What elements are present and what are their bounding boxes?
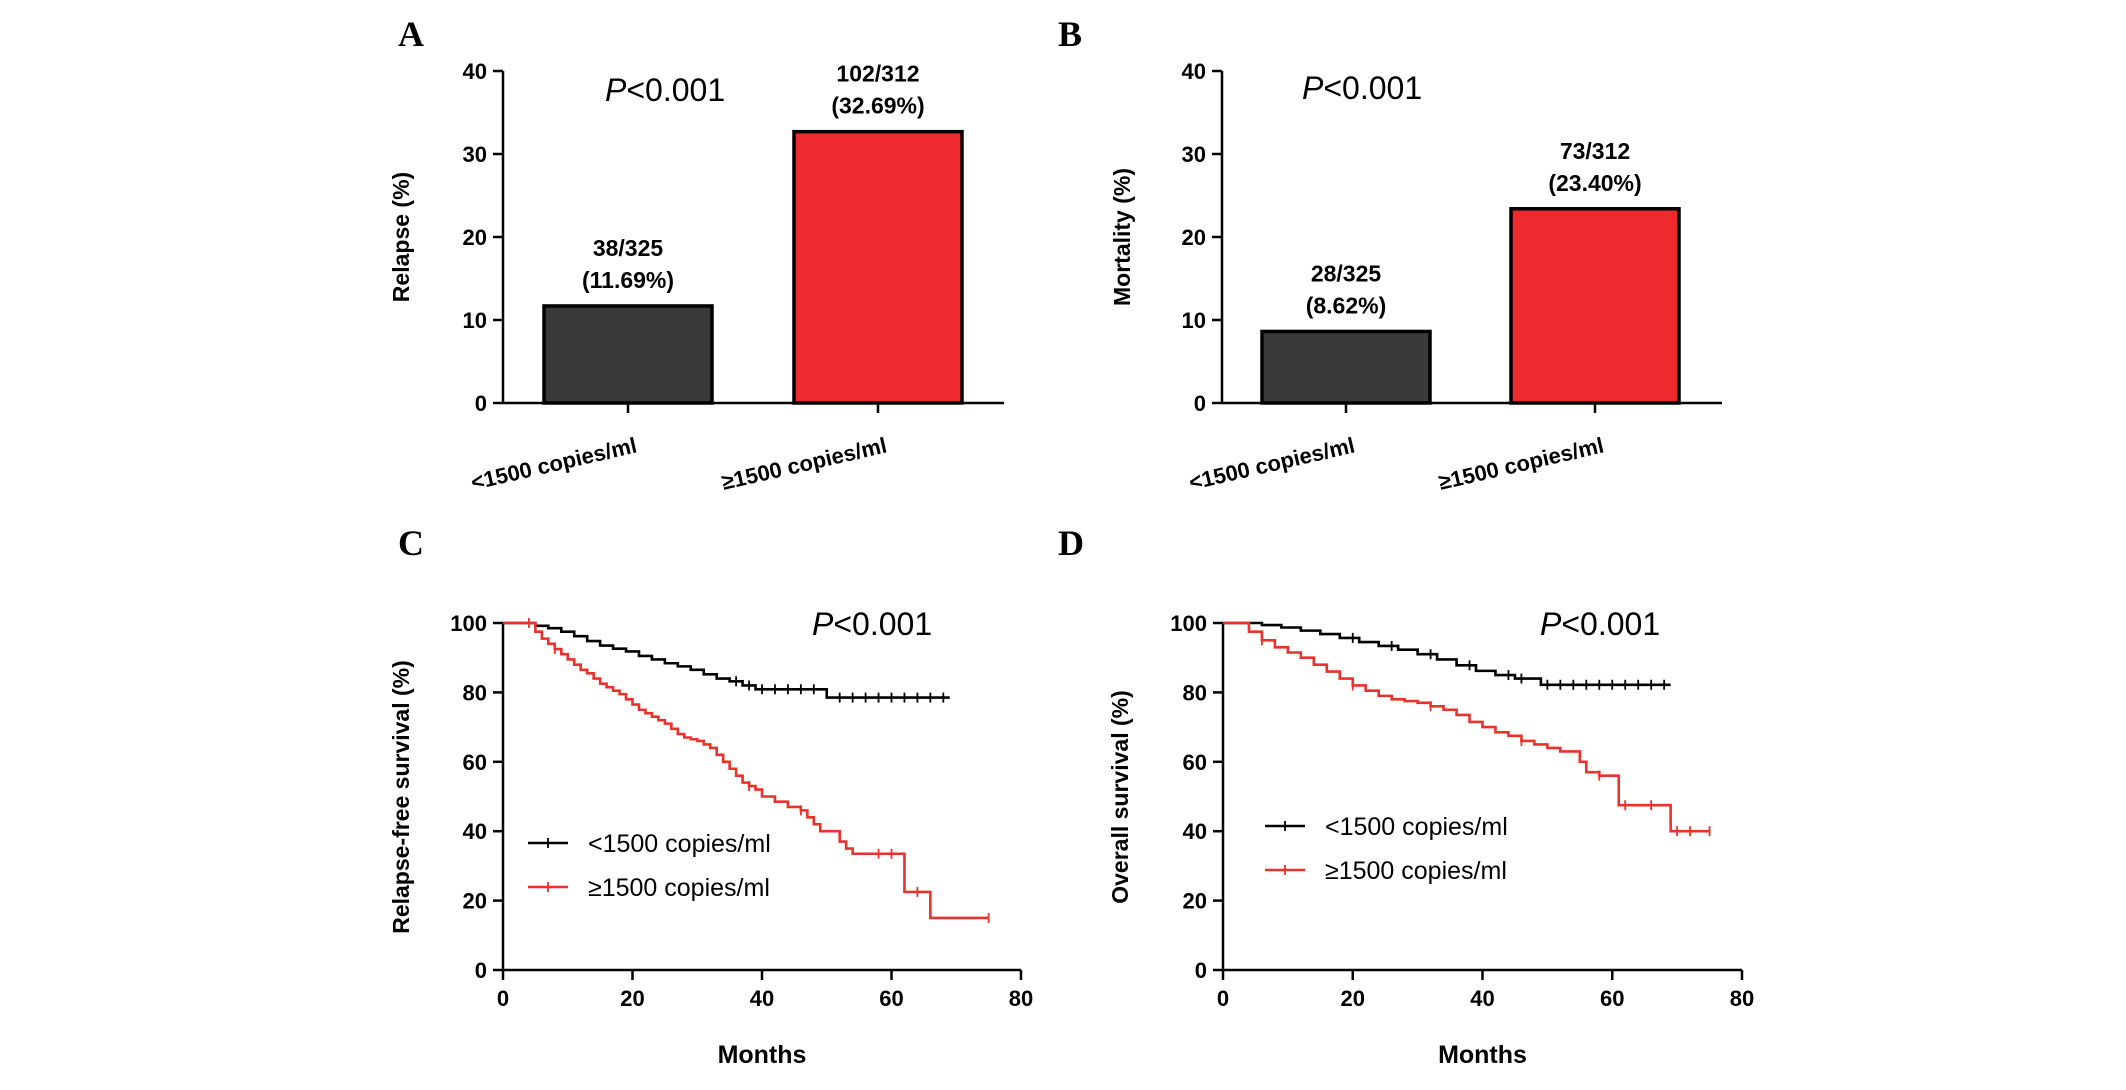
legend-label: ≥1500 copies/ml: [588, 874, 770, 902]
y-axis-label: Relapse-free survival (%): [388, 660, 414, 934]
data-label-count: 38/325: [593, 235, 664, 261]
p-value-annotation: P<0.001: [1302, 70, 1422, 106]
y-tick-label: 30: [463, 142, 487, 167]
y-tick-label: 60: [1183, 750, 1207, 775]
panel-a: A 0 10 20 30 40 Relapse (%) 38/325 (11.69%) <1500…: [388, 14, 1004, 495]
x-axis-label: Months: [1438, 1041, 1527, 1069]
y-tick-label: 40: [463, 819, 487, 844]
y-tick-label: 80: [463, 680, 487, 705]
x-tick-label: 0: [497, 986, 509, 1011]
x-tick-label: 60: [879, 986, 903, 1011]
y-axis-label: Relapse (%): [388, 172, 414, 302]
p-value-annotation: P<0.001: [1540, 606, 1660, 642]
y-tick-label: 0: [475, 958, 487, 983]
panel-letter: B: [1058, 14, 1082, 54]
panel-c: C 0 20 40 60 80 100 0 20 40 60 80 Relapse-free survi…: [388, 523, 1033, 1069]
x-tick-label: 60: [1600, 986, 1624, 1011]
data-label-count: 73/312: [1560, 138, 1630, 164]
data-label-percent: (11.69%): [582, 267, 674, 293]
y-tick-label: 100: [1170, 611, 1207, 636]
panel-d: D 0 20 40 60 80 100 0 20 40 60 80 Overall survival (…: [1058, 523, 1754, 1069]
x-category-label: ≥1500 copies/ml: [1436, 433, 1606, 495]
y-tick-label: 0: [1194, 391, 1206, 416]
x-tick-label: 20: [1341, 986, 1365, 1011]
x-tick-label: 40: [1470, 986, 1494, 1011]
bar: [792, 129, 964, 405]
p-value-annotation: P<0.001: [812, 606, 932, 642]
x-category-label: <1500 copies/ml: [468, 433, 639, 495]
legend-label: <1500 copies/ml: [588, 830, 771, 858]
survival-curve: [503, 621, 950, 699]
legend-label: <1500 copies/ml: [1325, 813, 1508, 841]
survival-curve: [503, 621, 989, 920]
y-tick-label: 0: [475, 391, 487, 416]
panel-letter: A: [398, 14, 424, 54]
y-tick-label: 0: [1195, 958, 1207, 983]
panel-letter: D: [1058, 523, 1084, 563]
data-label-count: 28/325: [1311, 260, 1382, 286]
y-axis-label: Mortality (%): [1109, 168, 1135, 306]
data-label-percent: (23.40%): [1548, 170, 1641, 196]
y-tick-label: 40: [463, 59, 487, 84]
y-tick-label: 20: [1182, 225, 1206, 250]
x-tick-label: 40: [750, 986, 774, 1011]
x-axis-label: Months: [718, 1041, 807, 1069]
panel-letter: C: [398, 523, 424, 563]
y-axis-label: Overall survival (%): [1107, 690, 1133, 904]
survival-curve: [1223, 621, 1710, 833]
panel-b: B 0 10 20 30 40 Mortality (%) 28/325 (8.62%) <150…: [1058, 14, 1722, 495]
y-tick-label: 40: [1183, 819, 1207, 844]
y-tick-label: 10: [1182, 308, 1206, 333]
y-tick-label: 60: [463, 750, 487, 775]
bar: [1260, 329, 1432, 405]
y-tick-label: 20: [463, 225, 487, 250]
data-label-percent: (8.62%): [1306, 292, 1387, 318]
x-tick-label: 20: [620, 986, 644, 1011]
y-tick-label: 30: [1182, 142, 1206, 167]
y-tick-label: 80: [1183, 680, 1207, 705]
y-tick-label: 20: [463, 889, 487, 914]
p-value-annotation: P<0.001: [605, 72, 725, 108]
y-tick-label: 20: [1183, 889, 1207, 914]
x-tick-label: 80: [1009, 986, 1033, 1011]
x-tick-label: 0: [1217, 986, 1229, 1011]
x-category-label: ≥1500 copies/ml: [719, 433, 889, 495]
y-tick-label: 10: [463, 308, 487, 333]
survival-curve: [1223, 621, 1671, 687]
y-tick-label: 40: [1182, 59, 1206, 84]
x-category-label: <1500 copies/ml: [1186, 433, 1357, 495]
x-tick-label: 80: [1730, 986, 1754, 1011]
bar: [1509, 207, 1681, 405]
data-label-percent: (32.69%): [831, 93, 924, 119]
legend-label: ≥1500 copies/ml: [1325, 857, 1507, 885]
bar: [542, 304, 714, 405]
y-tick-label: 100: [450, 611, 487, 636]
data-label-count: 102/312: [836, 61, 919, 87]
